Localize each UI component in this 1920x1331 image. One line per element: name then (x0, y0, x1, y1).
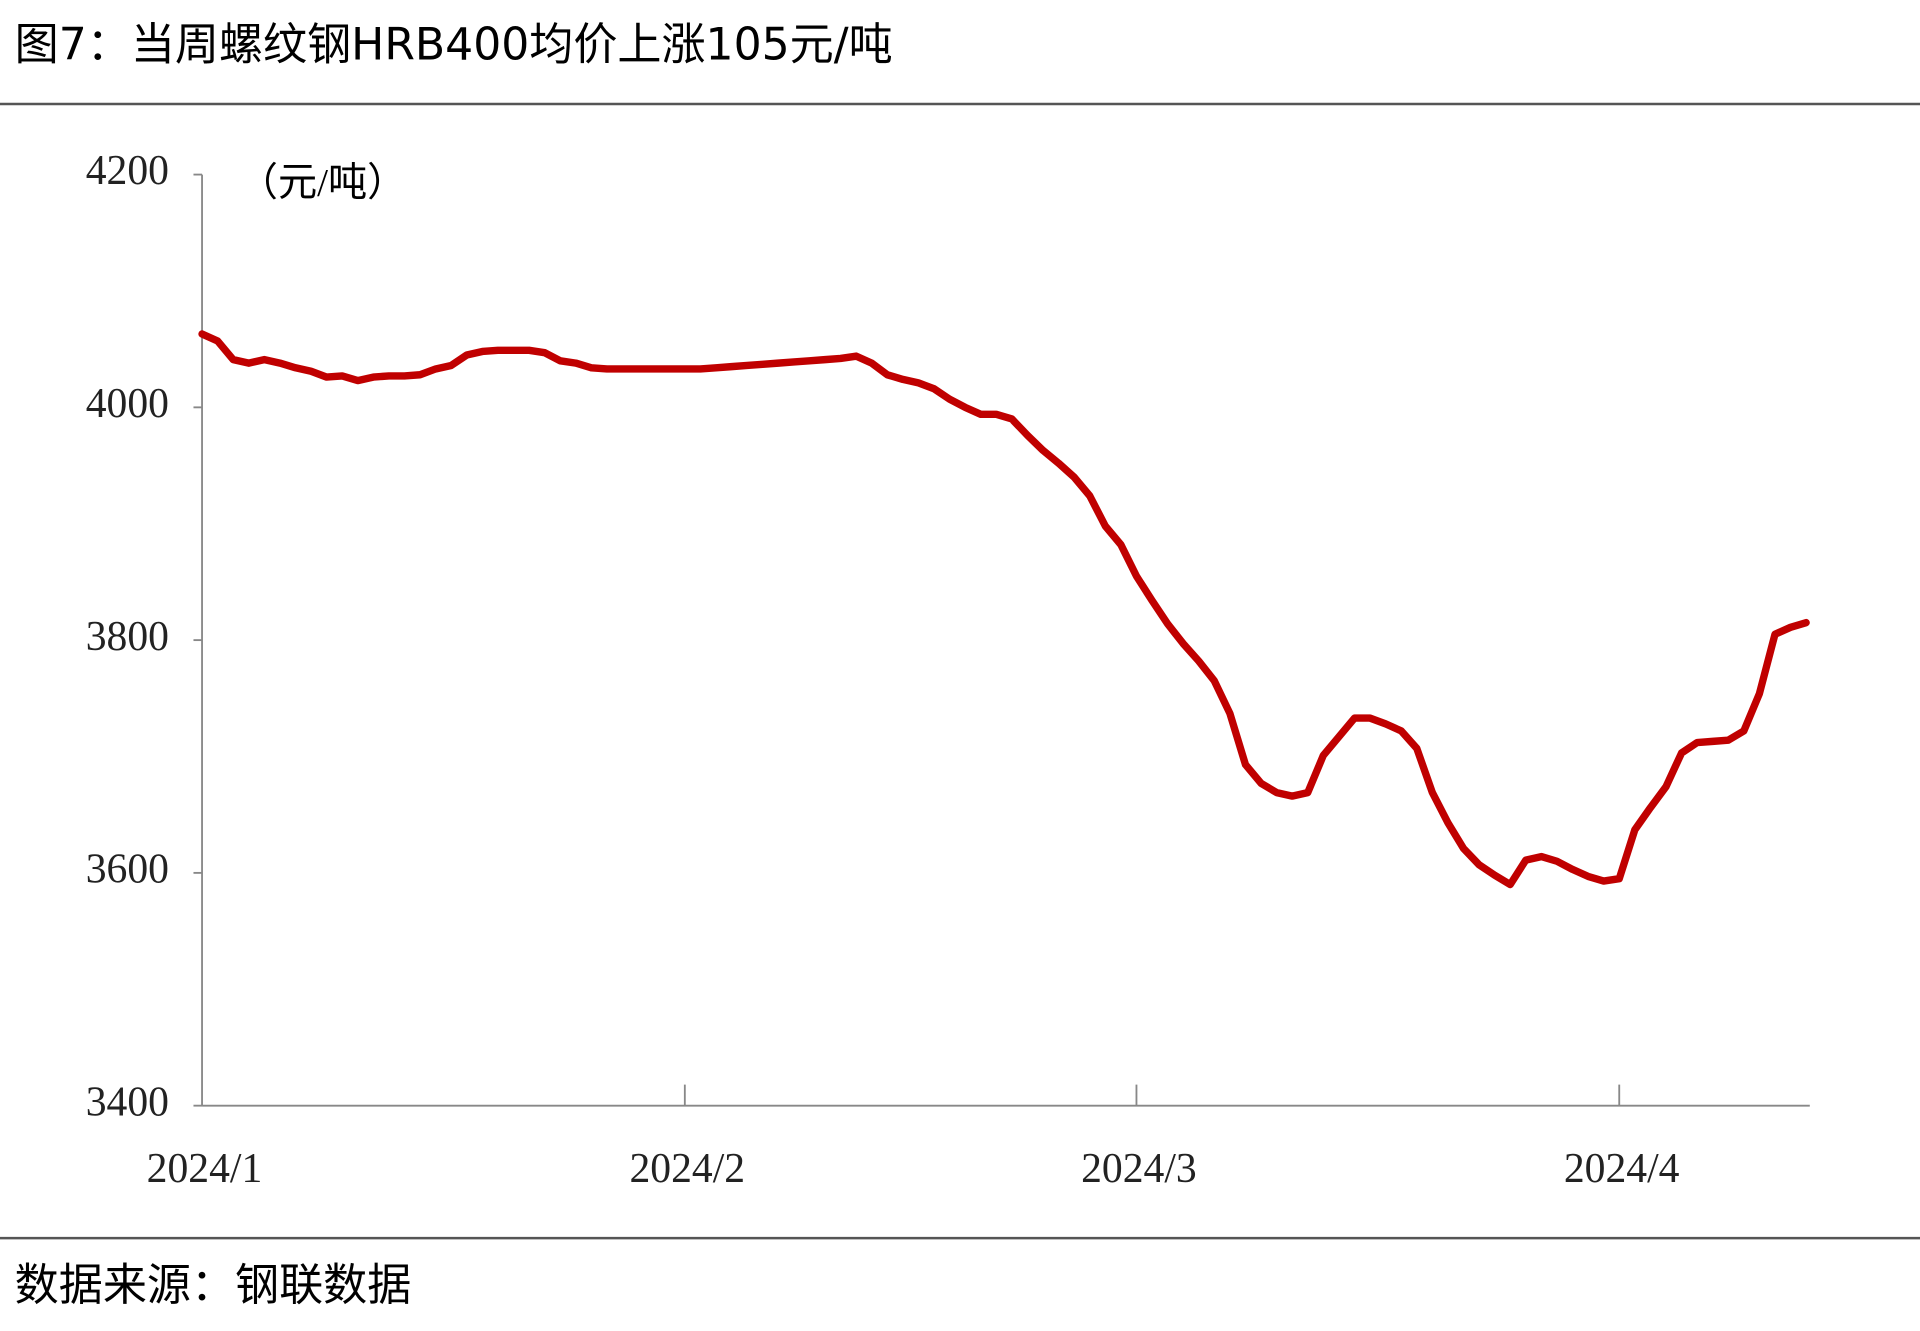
y-tick-label: 3800 (86, 614, 169, 660)
source: 数据来源：钢联数据 (15, 1260, 412, 1311)
data-line (198, 330, 1810, 889)
x-tick-label: 2024/3 (1081, 1146, 1197, 1192)
chart-title: 图7：当周螺纹钢HRB400均价上涨105元/吨 (15, 19, 893, 70)
y-axis-label: （元/吨） (239, 160, 407, 204)
x-tick-label: 2024/2 (629, 1146, 745, 1192)
y-tick-label: 3600 (86, 846, 169, 892)
x-tick-label: 2024/1 (147, 1146, 263, 1192)
x-tick-label: 2024/4 (1564, 1146, 1680, 1192)
y-tick-label: 4000 (86, 381, 169, 427)
y-tick-label: 3400 (86, 1079, 169, 1125)
y-tick-label: 4200 (86, 148, 169, 194)
